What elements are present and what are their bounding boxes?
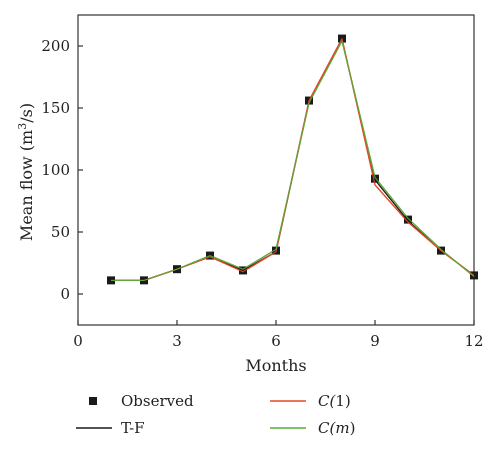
x-tick-label: 9 — [370, 332, 380, 350]
x-tick-label: 3 — [172, 332, 182, 350]
legend-cm-label: C(m) — [318, 419, 355, 437]
series-line-overlay-c1 — [111, 38, 475, 281]
x-axis-label: Months — [245, 356, 306, 375]
y-tick-label: 0 — [60, 285, 70, 303]
series-lines — [111, 37, 475, 282]
legend-observed-marker — [89, 397, 97, 405]
legend-c1-label: C(1) — [318, 392, 351, 410]
series-line-cm — [111, 40, 475, 282]
y-tick-label: 200 — [41, 37, 70, 55]
y-axis-label: Mean flow (m3/s) — [16, 103, 36, 241]
y-tick-label: 50 — [51, 223, 70, 241]
observed-point — [371, 174, 379, 183]
legend: Observed T-F C(1) C(m) — [76, 392, 355, 437]
series-line-c1 — [111, 37, 475, 282]
legend-tf-label: T-F — [121, 419, 145, 437]
observed-markers — [107, 34, 478, 285]
plot-frame — [77, 14, 475, 326]
series-line-overlay-cm — [111, 40, 475, 281]
series-line-tf — [111, 39, 475, 282]
x-tick-label: 12 — [464, 332, 483, 350]
x-tick-label: 0 — [73, 332, 83, 350]
y-tick-label: 100 — [41, 161, 70, 179]
y-tick-label: 150 — [41, 99, 70, 117]
axis-ticks: 0 3 6 9 12 0 50 100 150 200 — [41, 37, 483, 350]
x-tick-label: 6 — [271, 332, 281, 350]
observed-point — [239, 266, 247, 275]
legend-observed-label: Observed — [121, 392, 194, 410]
observed-point — [404, 215, 412, 224]
